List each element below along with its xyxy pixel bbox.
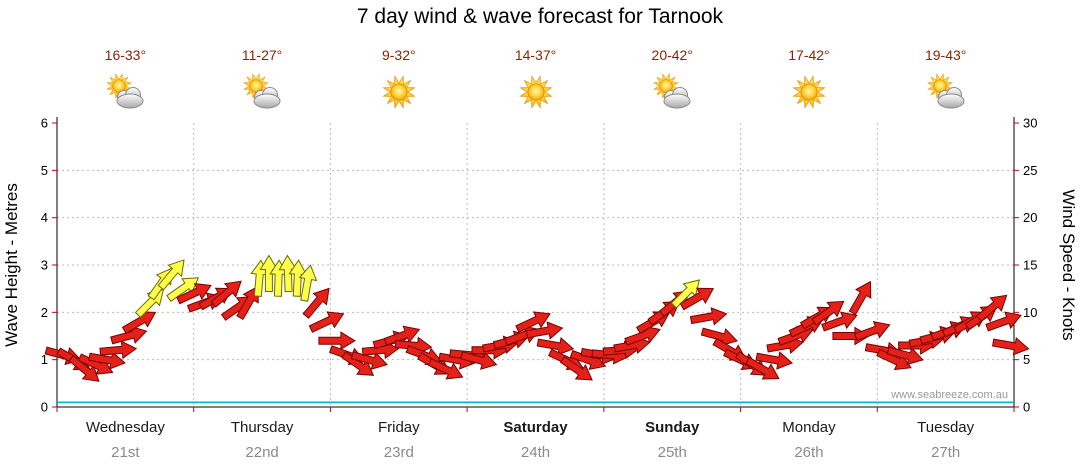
temperature-range: 17-42°: [788, 47, 830, 63]
wind-arrow: [427, 358, 464, 380]
wind-arrow: [559, 355, 593, 381]
wind-arrow: [210, 280, 242, 308]
cloud-icon: [937, 86, 965, 108]
date-label: 23rd: [383, 444, 414, 461]
wind-arrow: [745, 356, 780, 380]
day-label: Monday: [782, 419, 836, 436]
cloud-icon: [253, 86, 281, 108]
wind-arrow: [176, 282, 212, 305]
wind-arrow: [515, 311, 551, 333]
wind-arrow: [811, 300, 845, 326]
wind-arrow: [341, 351, 375, 376]
left-tick-label: 4: [41, 210, 48, 225]
wind-arrow: [302, 287, 330, 319]
temperature-range: 19-43°: [924, 47, 967, 63]
weather-icon: [792, 74, 826, 109]
wind-arrow: [679, 287, 715, 311]
wind-arrow: [976, 294, 1008, 322]
sun-icon: [526, 82, 545, 101]
watermark-text: www.seabreeze.com.au: [890, 389, 1008, 401]
wind-arrow: [848, 280, 872, 316]
wind-arrow: [318, 331, 356, 351]
weather-icon: [382, 74, 416, 109]
temperature-range: 16-33°: [104, 47, 147, 63]
left-axis-title: Wave Height - Metres: [2, 183, 21, 347]
wind-arrow: [991, 337, 1030, 356]
wind-arrow: [886, 346, 924, 366]
page-title: 7 day wind & wave forecast for Tarnook: [356, 5, 724, 28]
wind-arrow: [853, 320, 891, 342]
sun-icon: [390, 82, 408, 101]
right-tick-label: 10: [1023, 305, 1037, 320]
date-label: 27th: [931, 444, 961, 461]
sun-icon: [800, 82, 818, 101]
wind-arrow: [259, 254, 279, 292]
day-label: Friday: [377, 419, 420, 436]
temperature-range: 9-32°: [381, 47, 416, 63]
right-tick-label: 5: [1023, 352, 1030, 367]
right-tick-label: 15: [1023, 258, 1037, 273]
date-label: 25th: [657, 444, 687, 461]
day-label: Tuesday: [917, 419, 975, 436]
wind-arrow: [157, 259, 185, 291]
weather-icon: [242, 72, 281, 108]
weather-icon: [106, 72, 144, 108]
day-label: Wednesday: [85, 419, 165, 436]
day-label: Saturday: [503, 419, 568, 436]
weather-icon: [926, 72, 965, 108]
temperature-range: 11-27°: [241, 47, 283, 63]
right-axis-title: Wind Speed - Knots: [1059, 189, 1078, 340]
wind-arrow: [821, 311, 858, 332]
wind-arrow: [689, 307, 728, 326]
weather-icon-row: [57, 66, 1014, 122]
weather-icon: [653, 72, 691, 108]
temperature-range: 20-42°: [651, 47, 693, 63]
temperature-row: 16-33° 11-27° 9-32° 14-37° 20-42° 17-42°…: [57, 47, 1014, 63]
date-row: 21st 22nd 23rd 24th 25th 26th 27th: [57, 444, 1014, 461]
day-label: Sunday: [645, 419, 700, 436]
left-tick-label: 1: [41, 352, 48, 367]
date-label: 24th: [520, 444, 551, 461]
wind-arrow: [350, 351, 388, 370]
right-tick-label: 20: [1023, 210, 1037, 225]
wind-arrow: [288, 259, 308, 297]
wind-arrow: [460, 351, 498, 370]
left-tick-label: 2: [41, 305, 48, 320]
wind-arrow: [308, 311, 345, 333]
wind-arrow: [985, 311, 1022, 332]
temperature-range: 14-37°: [514, 47, 557, 63]
right-tick-label: 30: [1023, 116, 1037, 131]
right-tick-label: 25: [1023, 163, 1037, 178]
wind-arrow: [99, 340, 138, 360]
left-tick-label: 0: [41, 400, 48, 415]
wind-arrow: [383, 325, 421, 346]
left-tick-label: 5: [41, 163, 48, 178]
wind-arrow: [88, 351, 126, 370]
cloud-icon: [116, 86, 144, 108]
day-label: Thursday: [230, 419, 294, 436]
wind-arrow: [68, 354, 100, 382]
date-label: 21st: [111, 444, 140, 461]
wind-arrow: [755, 351, 794, 370]
left-tick-label: 3: [41, 258, 48, 273]
wind-arrow: [700, 327, 738, 347]
wind-arrow: [394, 336, 433, 356]
date-label: 22nd: [245, 444, 279, 461]
wind-arrow: [298, 264, 318, 302]
right-tick-label: 0: [1023, 400, 1030, 415]
wind-arrow: [876, 348, 912, 371]
wind-arrow: [536, 337, 575, 356]
wind-arrow: [278, 254, 298, 293]
day-name-row: Wednesday Thursday Friday Saturday Sunda…: [57, 419, 1014, 436]
date-label: 26th: [794, 444, 824, 461]
weather-icon: [518, 74, 553, 109]
cloud-icon: [663, 86, 691, 108]
left-tick-label: 6: [41, 116, 48, 131]
wind-arrow: [525, 321, 564, 340]
